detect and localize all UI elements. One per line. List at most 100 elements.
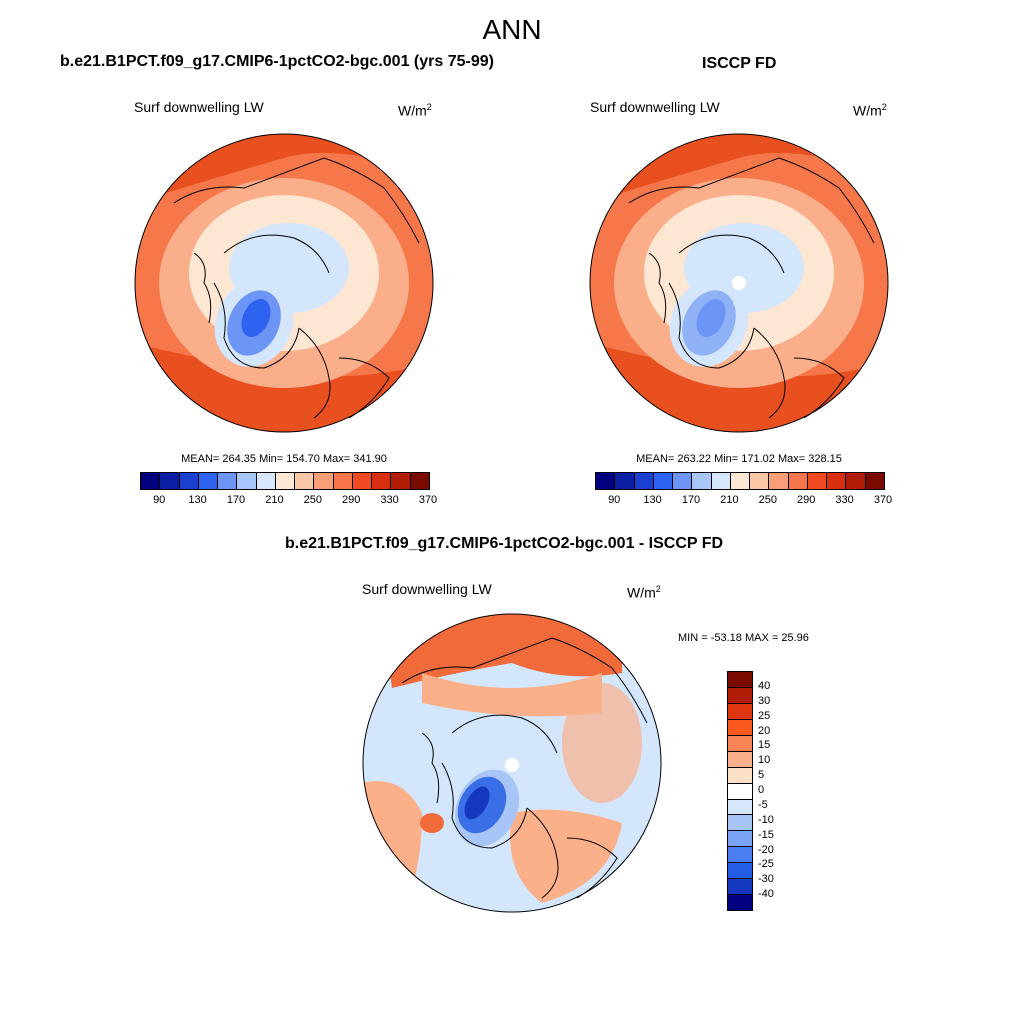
colorbar-tick-label: 290 <box>797 494 816 506</box>
colorbar-tick-label: 25 <box>758 709 771 722</box>
colorbar-swatch <box>846 473 866 489</box>
colorbar-swatch <box>410 473 429 489</box>
pole-marker <box>732 276 746 290</box>
colorbar-tick-label: 330 <box>835 494 854 506</box>
colorbar-tick-label: -5 <box>758 798 768 811</box>
colorbar-tick-label: 5 <box>758 769 765 782</box>
colorbar-tick-label: -15 <box>758 828 774 841</box>
panel1-title: b.e21.B1PCT.f09_g17.CMIP6-1pctCO2-bgc.00… <box>60 53 494 70</box>
panel3-stats: MIN = -53.18 MAX = 25.96 <box>678 632 809 644</box>
coastline <box>753 327 786 419</box>
colorbar-tick-label: -10 <box>758 813 774 826</box>
colorbar-swatch <box>730 473 751 489</box>
colorbar-tick-label: 130 <box>643 494 662 506</box>
panel3-polar-map <box>362 613 662 913</box>
colorbar-tick-label: 90 <box>153 494 166 506</box>
coastline <box>678 234 785 274</box>
colorbar-tick-label: 250 <box>303 494 322 506</box>
colorbar-swatch <box>728 815 752 832</box>
colorbar-swatch <box>615 473 635 489</box>
colorbar-swatch <box>728 703 752 720</box>
coastline <box>173 157 420 244</box>
panel2-units: W/m2 <box>853 102 887 119</box>
colorbar-swatch <box>728 879 752 896</box>
colorbar-swatch <box>314 473 334 489</box>
colorbar-swatch <box>788 473 808 489</box>
panel1-stats: MEAN= 264.35 Min= 154.70 Max= 341.90 <box>181 453 387 465</box>
colorbar-tick-label: 210 <box>265 494 284 506</box>
colorbar-swatch <box>728 783 752 800</box>
coastline <box>668 282 755 369</box>
coastline <box>441 762 528 849</box>
colorbar-tick-label: 20 <box>758 724 771 737</box>
coastline <box>648 252 667 324</box>
colorbar-tick-label: -25 <box>758 858 774 871</box>
panel3-units: W/m2 <box>627 584 661 601</box>
field-greenland-core <box>241 299 271 337</box>
map-boundary <box>362 613 662 913</box>
colorbar-swatch <box>728 799 752 816</box>
colorbar-tick-label: 15 <box>758 739 771 752</box>
map-boundary <box>589 133 889 433</box>
panel2-colorbar-ticks: 90 130 170 210 250 290 330 370 <box>595 494 892 508</box>
colorbar-swatch <box>728 767 752 784</box>
panel2-polar-map <box>589 133 889 433</box>
colorbar-swatch <box>634 473 654 489</box>
colorbar-tick-label: 10 <box>758 754 771 767</box>
colorbar-tick-label: 90 <box>608 494 621 506</box>
coastline <box>793 357 845 419</box>
panel3-colorbar-ticks: 40 30 25 20 15 10 5 0 -5 -10 -15 -20 -25 -30 -40 <box>758 671 798 909</box>
colorbar-swatch <box>728 719 752 736</box>
colorbar-swatch <box>827 473 847 489</box>
colorbar-swatch <box>333 473 353 489</box>
panel2-variable: Surf downwelling LW <box>590 99 720 115</box>
field-greenland-core <box>696 299 726 337</box>
colorbar-swatch <box>673 473 693 489</box>
colorbar-swatch <box>728 751 752 768</box>
coastline <box>526 807 559 899</box>
colorbar-swatch <box>198 473 219 489</box>
field-south-warm <box>510 809 622 903</box>
colorbar-swatch <box>237 473 257 489</box>
colorbar-tick-label: 170 <box>226 494 246 506</box>
colorbar-tick-label: -30 <box>758 873 774 886</box>
colorbar-swatch <box>728 687 752 704</box>
colorbar-swatch <box>728 735 752 752</box>
colorbar-tick-label: 210 <box>720 494 739 506</box>
field-east-warm <box>562 683 642 803</box>
field-west-warm <box>363 781 422 912</box>
colorbar-swatch <box>179 473 199 489</box>
colorbar-tick-label: 130 <box>188 494 207 506</box>
colorbar-swatch <box>728 672 752 688</box>
panel1-units: W/m2 <box>398 102 432 119</box>
panel1-colorbar <box>140 472 430 490</box>
panel2-colorbar <box>595 472 885 490</box>
panel1-colorbar-ticks: 90 130 170 210 250 290 330 370 <box>140 494 437 508</box>
coastline <box>421 732 440 804</box>
field-greenland-deep <box>464 786 490 820</box>
pole-marker <box>505 758 519 772</box>
panel1-polar-map <box>134 133 434 433</box>
colorbar-swatch <box>711 473 731 489</box>
field-north-warm <box>422 673 602 717</box>
colorbar-swatch <box>750 473 770 489</box>
panel3-title: b.e21.B1PCT.f09_g17.CMIP6-1pctCO2-bgc.00… <box>285 535 724 552</box>
coastline <box>566 837 618 899</box>
coastline <box>223 234 330 274</box>
colorbar-tick-label: 30 <box>758 694 771 707</box>
colorbar-swatch <box>692 473 712 489</box>
panel2-title: ISCCP FD <box>702 55 777 72</box>
colorbar-swatch <box>391 473 411 489</box>
colorbar-swatch <box>596 473 616 489</box>
colorbar-swatch <box>769 473 789 489</box>
panel2-stats: MEAN= 263.22 Min= 171.02 Max= 328.15 <box>636 453 842 465</box>
colorbar-swatch <box>295 473 315 489</box>
coastline <box>338 357 390 419</box>
field-southwest-hot <box>420 813 444 833</box>
coastline <box>193 252 212 324</box>
map-boundary <box>134 133 434 433</box>
colorbar-tick-label: 370 <box>418 494 438 506</box>
colorbar-swatch <box>160 473 180 489</box>
coastline <box>628 157 875 244</box>
colorbar-tick-label: 370 <box>873 494 893 506</box>
